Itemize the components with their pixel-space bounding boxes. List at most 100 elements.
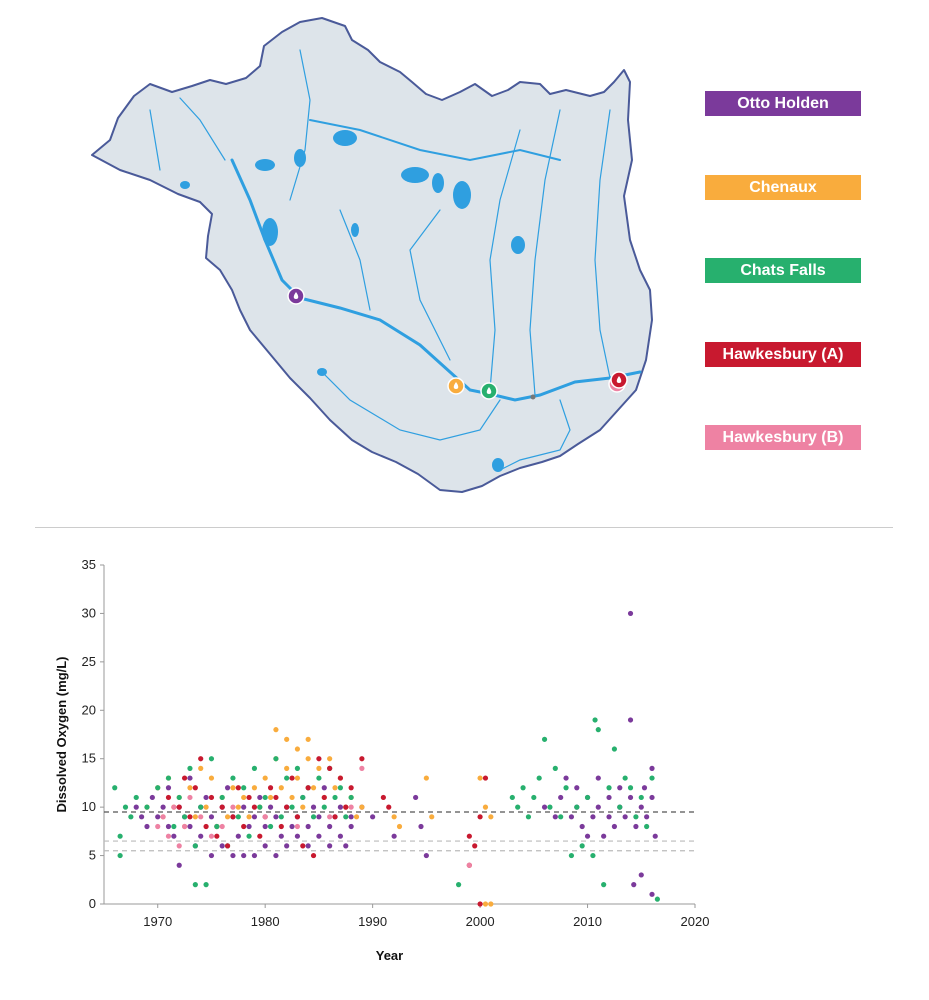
point-chats-falls [165,775,172,781]
point-chenaux [488,901,494,907]
point-chats-falls [515,804,521,810]
point-otto-holden [144,823,150,830]
point-chats-falls [208,756,215,762]
point-chats-falls [525,814,532,820]
point-hawkesbury-b [176,843,182,849]
point-otto-holden [198,833,204,839]
legend-hawkesbury-a: Hawkesbury (A) [705,342,861,367]
point-hawkesbury-a [251,804,258,810]
point-hawkesbury-a [380,794,386,801]
point-chenaux [246,814,252,820]
point-hawkesbury-a [257,833,263,839]
point-otto-holden [316,833,322,839]
point-chats-falls [192,882,198,888]
point-chats-falls [638,794,644,801]
lakes [180,130,525,472]
point-chenaux [391,814,397,820]
point-otto-holden [649,891,655,897]
point-chenaux [284,765,290,771]
point-otto-holden [595,804,601,810]
point-chats-falls [273,756,279,762]
point-otto-holden [606,794,612,801]
point-otto-holden [337,833,343,839]
tick-labels: 0 5 10 15 20 25 30 35 1970 1980 1990 2000 2010 2020 [82,557,710,929]
point-chats-falls [547,804,553,810]
point-otto-holden [552,814,558,820]
point-chats-falls [267,823,274,830]
dissolved-oxygen-chart: 0 5 10 15 20 25 30 35 1970 1980 1990 2000 2010 2020 Y… [54,557,710,963]
point-hawkesbury-a [273,794,279,801]
point-hawkesbury-a [305,785,311,791]
y-tick-label: 20 [82,702,96,717]
point-hawkesbury-a [300,843,306,849]
point-chats-falls [552,765,558,771]
point-chats-falls [235,814,241,820]
point-otto-holden [305,823,311,830]
point-chenaux [359,804,365,810]
tributary [529,109,561,396]
point-hawkesbury-b [198,814,204,820]
point-otto-holden [652,833,658,839]
x-tick-label: 2010 [573,914,602,929]
tributary [309,119,561,162]
watershed-map [91,17,653,493]
point-otto-holden [149,794,155,801]
point-hawkesbury-b [262,814,268,820]
point-chenaux [230,785,236,791]
point-chats-falls [246,833,252,839]
point-otto-holden [348,823,354,830]
point-chenaux [327,756,333,762]
tributary [499,399,571,471]
point-otto-holden [289,823,295,830]
point-chenaux [192,814,198,820]
point-chenaux [305,756,311,762]
point-chats-falls [144,804,150,810]
point-otto-holden [584,833,591,839]
point-chats-falls [531,794,537,801]
legend-label: Hawkesbury (A) [722,345,844,363]
point-otto-holden [649,794,655,801]
marker-chenaux [447,377,465,395]
point-chats-falls [627,785,634,791]
y-tick-label: 10 [82,799,96,814]
point-hawkesbury-a [165,794,172,801]
point-otto-holden [278,833,284,839]
point-chats-falls [192,843,198,849]
point-hawkesbury-a [214,833,220,839]
point-chats-falls [563,785,569,791]
point-chats-falls [214,823,220,830]
legend-label: Hawkesbury (B) [722,428,844,446]
point-hawkesbury-a [224,843,231,849]
river-network [149,49,642,471]
point-hawkesbury-b [359,765,365,771]
point-hawkesbury-b [230,804,236,810]
droplet-icon [453,382,459,389]
point-otto-holden [208,814,215,820]
point-otto-holden [284,843,290,849]
point-hawkesbury-a [316,756,322,762]
point-chats-falls [128,814,134,820]
point-otto-holden [224,785,231,791]
point-chats-falls [574,804,580,810]
watershed-basin [91,17,653,493]
point-otto-holden [165,823,172,830]
point-chenaux [262,775,268,781]
point-hawkesbury-a [332,814,338,820]
point-hawkesbury-b [327,814,333,820]
legend-label: Chenaux [749,178,817,196]
point-chenaux [208,775,215,781]
point-otto-holden [337,804,343,810]
point-chats-falls [278,814,284,820]
point-hawkesbury-a [284,804,290,810]
point-otto-holden [413,794,419,801]
point-otto-holden [579,823,585,830]
point-chenaux [316,765,322,771]
point-chats-falls [316,775,322,781]
point-chenaux [477,775,483,781]
point-chats-falls [171,823,177,830]
point-chenaux [251,785,258,791]
point-chats-falls [536,775,542,781]
point-hawkesbury-a [181,775,188,781]
main-river [230,158,642,402]
x-tick-label: 1990 [358,914,387,929]
